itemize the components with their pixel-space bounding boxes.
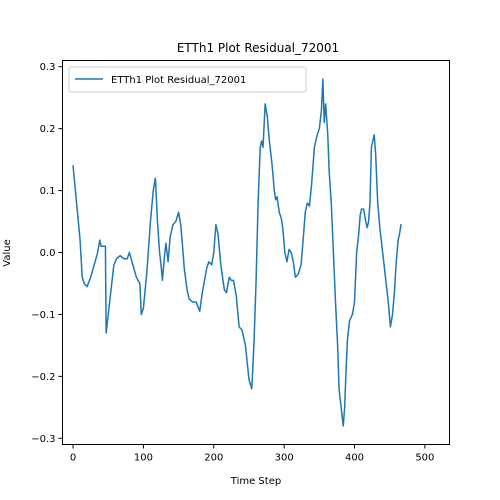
y-tick-label: −0.3 bbox=[31, 434, 55, 445]
x-tick-label: 100 bbox=[134, 453, 153, 464]
y-tick-label: 0.0 bbox=[40, 248, 56, 259]
y-tick-label: 0.2 bbox=[40, 124, 56, 135]
y-axis-label: Value bbox=[2, 239, 13, 266]
x-tick-label: 0 bbox=[70, 453, 76, 464]
chart-title: ETTh1 Plot Residual_72001 bbox=[177, 41, 339, 55]
x-axis-ticks: 0 100 200 300 400 500 bbox=[70, 444, 434, 464]
legend-frame bbox=[68, 66, 307, 93]
legend-label: ETTh1 Plot Residual_72001 bbox=[111, 75, 246, 86]
x-tick-label: 400 bbox=[345, 453, 364, 464]
x-axis-label: Time Step bbox=[230, 476, 281, 487]
series-group bbox=[72, 78, 402, 427]
legend: ETTh1 Plot Residual_72001 bbox=[68, 66, 307, 93]
y-tick-label: −0.1 bbox=[31, 310, 55, 321]
x-tick-label: 300 bbox=[275, 453, 294, 464]
y-tick-label: −0.2 bbox=[31, 372, 55, 383]
x-tick-label: 500 bbox=[415, 453, 434, 464]
series-line bbox=[72, 78, 402, 427]
y-axis-ticks: −0.3 −0.2 −0.1 0.0 0.1 0.2 0.3 bbox=[31, 62, 63, 445]
x-tick-label: 200 bbox=[204, 453, 223, 464]
y-tick-label: 0.3 bbox=[40, 62, 56, 73]
y-tick-label: 0.1 bbox=[40, 186, 56, 197]
